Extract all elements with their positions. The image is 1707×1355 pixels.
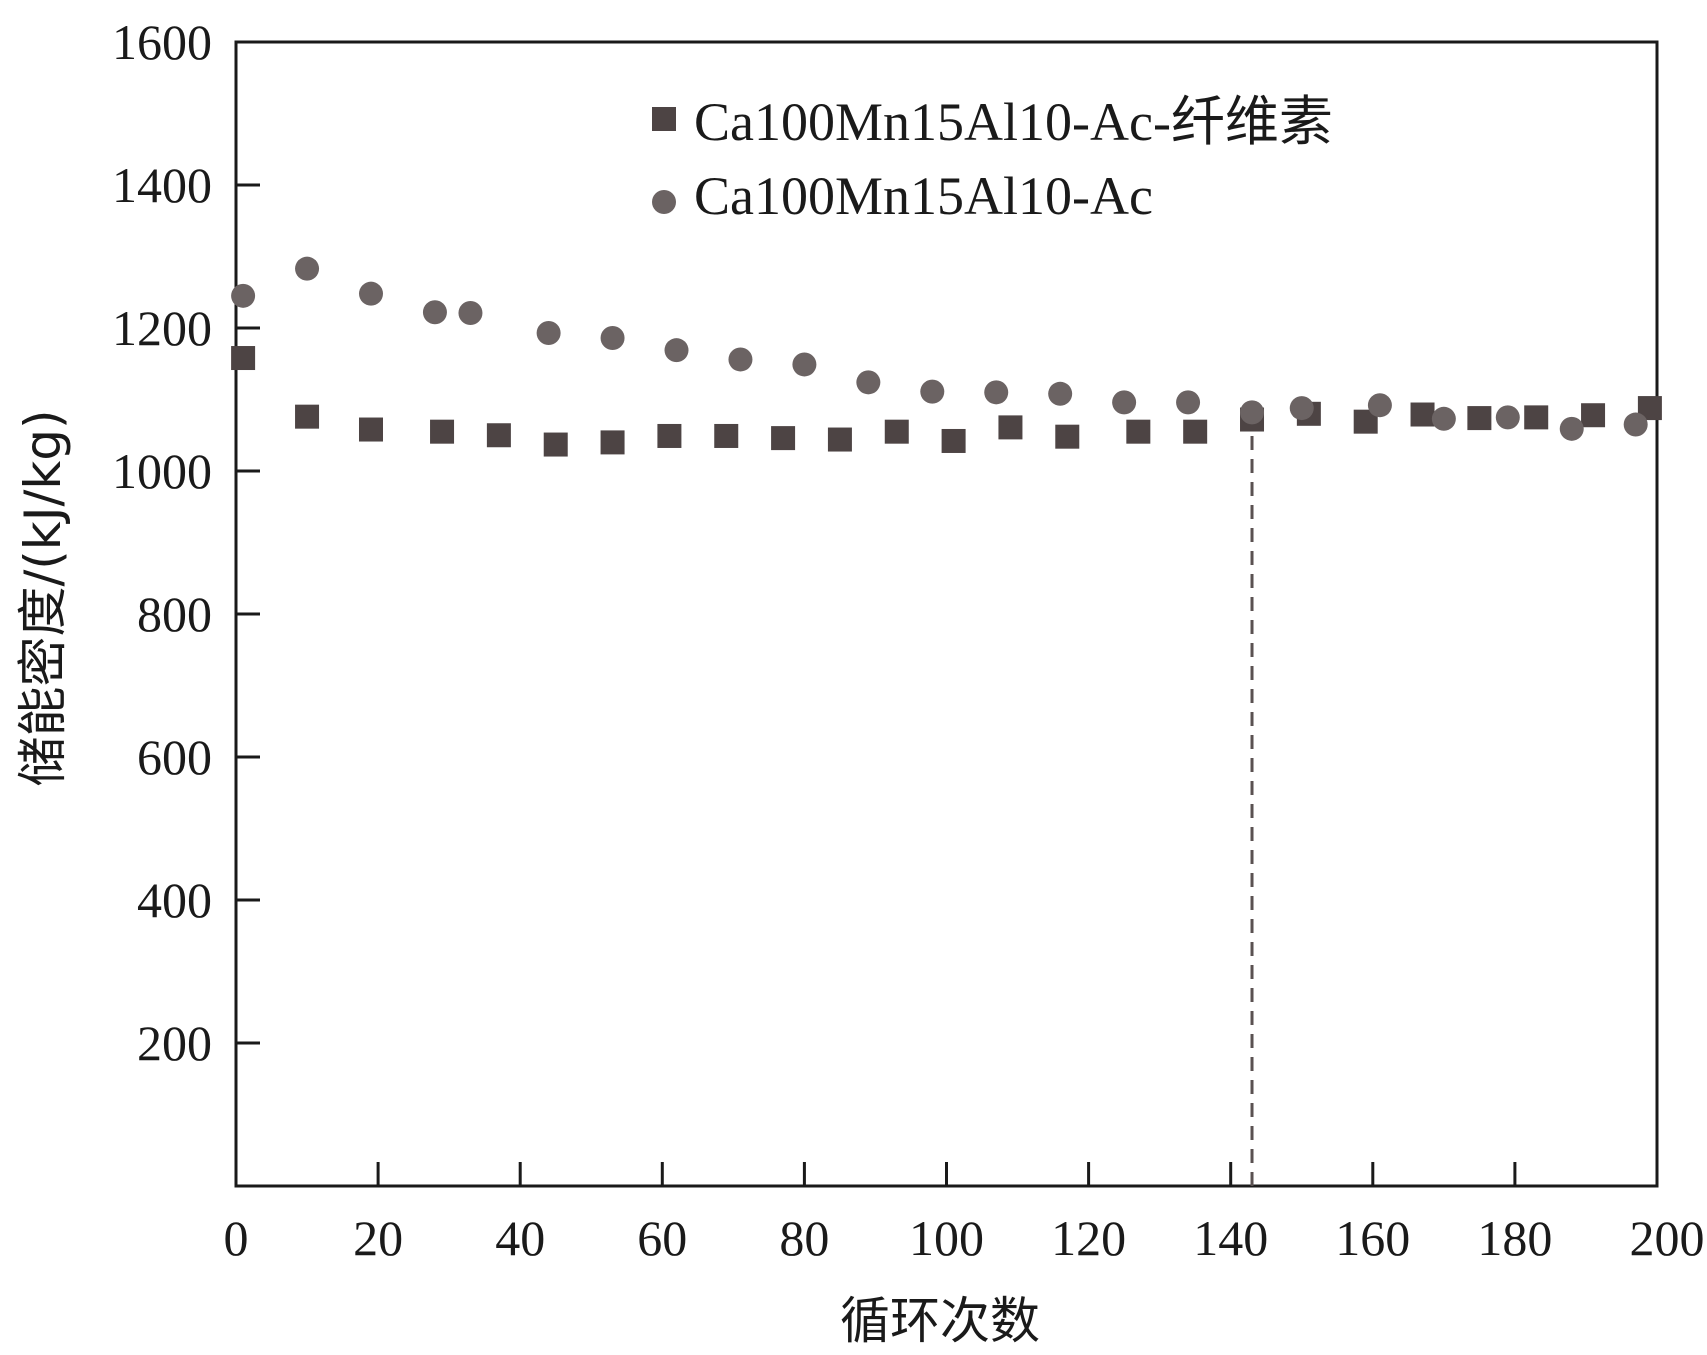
x-tick-label: 200 xyxy=(1630,1210,1705,1266)
x-axis-title: 循环次数 xyxy=(840,1292,1040,1350)
circle-point xyxy=(600,326,625,351)
y-tick-label: 1000 xyxy=(112,443,212,499)
square-point xyxy=(941,428,966,453)
y-tick-label: 800 xyxy=(137,586,212,642)
circle-point xyxy=(458,300,483,325)
circle-point xyxy=(1495,405,1520,430)
square-point xyxy=(358,417,383,442)
square-point xyxy=(998,415,1023,440)
legend-marker-square xyxy=(652,107,676,131)
legend: Ca100Mn15Al10-Ac-纤维素 Ca100Mn15Al10-Ac xyxy=(652,92,1333,226)
circle-point xyxy=(231,283,256,308)
square-point xyxy=(884,419,909,444)
square-point xyxy=(827,427,852,452)
y-tick-label: 1200 xyxy=(112,300,212,356)
circle-point xyxy=(1240,400,1265,425)
y-axis-title: 储能密度/(kJ/kg) xyxy=(14,409,72,786)
square-point xyxy=(1183,419,1208,444)
square-point xyxy=(1055,424,1080,449)
circle-point xyxy=(1048,381,1073,406)
x-tick-label: 180 xyxy=(1477,1210,1552,1266)
circle-point xyxy=(295,256,320,281)
legend-marker-circle xyxy=(652,190,676,214)
square-point xyxy=(1467,406,1492,431)
square-point xyxy=(600,430,625,455)
circle-point xyxy=(1176,390,1201,415)
x-tick-label: 100 xyxy=(909,1210,984,1266)
circle-point xyxy=(984,380,1009,405)
square-point xyxy=(430,419,455,444)
x-tick-label: 160 xyxy=(1335,1210,1410,1266)
circle-point xyxy=(728,347,753,372)
circle-point xyxy=(1623,412,1648,437)
square-point xyxy=(1126,419,1151,444)
circle-point xyxy=(664,338,689,363)
square-point xyxy=(771,426,796,451)
x-tick-label: 120 xyxy=(1051,1210,1126,1266)
circle-point xyxy=(358,281,383,306)
x-tick-label: 0 xyxy=(224,1210,249,1266)
y-tick-label: 200 xyxy=(137,1015,212,1071)
circle-point xyxy=(422,300,447,325)
circle-point xyxy=(1289,396,1314,421)
square-point xyxy=(231,346,256,371)
x-tick-label: 60 xyxy=(637,1210,687,1266)
square-point xyxy=(1524,405,1549,430)
square-point xyxy=(1410,402,1435,427)
square-point xyxy=(543,432,568,457)
circle-point xyxy=(792,352,817,377)
x-tick-label: 40 xyxy=(495,1210,545,1266)
circle-point xyxy=(1367,393,1392,418)
circle-point xyxy=(1431,406,1456,431)
data-points xyxy=(231,256,1662,457)
square-point xyxy=(657,423,682,448)
y-tick-label: 1600 xyxy=(112,14,212,70)
axis-ticks: 0 20 40 60 80 100 120 140 160 180 200 200 400 600 800 1… xyxy=(112,14,1705,1266)
square-point xyxy=(295,404,320,429)
y-tick-label: 1400 xyxy=(112,157,212,213)
circle-point xyxy=(1559,416,1584,441)
y-tick-label: 400 xyxy=(137,872,212,928)
circle-point xyxy=(856,370,881,395)
x-tick-label: 80 xyxy=(779,1210,829,1266)
square-point xyxy=(486,423,511,448)
legend-label-series-1: Ca100Mn15Al10-Ac-纤维素 xyxy=(694,92,1333,152)
legend-label-series-2: Ca100Mn15Al10-Ac xyxy=(694,166,1153,226)
x-tick-label: 140 xyxy=(1193,1210,1268,1266)
circle-point xyxy=(536,321,561,346)
x-tick-label: 20 xyxy=(353,1210,403,1266)
circle-point xyxy=(920,379,945,404)
square-point xyxy=(1581,403,1606,428)
circle-point xyxy=(1112,390,1137,415)
y-tick-label: 600 xyxy=(137,729,212,785)
square-point xyxy=(714,423,739,448)
